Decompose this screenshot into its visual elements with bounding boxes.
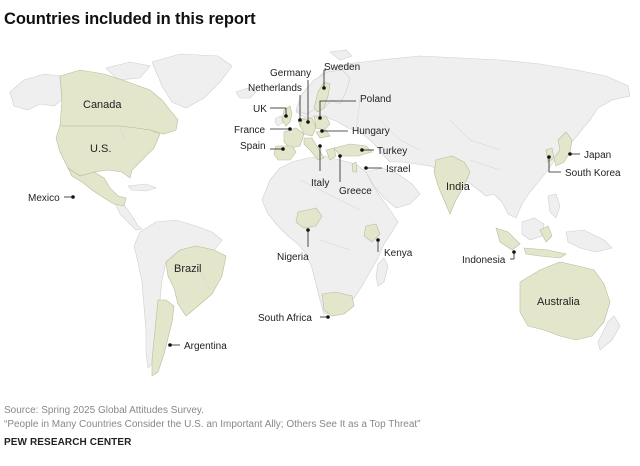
israel-shape bbox=[351, 161, 358, 173]
australia-shape bbox=[519, 261, 611, 341]
south-korea-shape bbox=[545, 147, 555, 163]
label-hungary: Hungary bbox=[352, 126, 390, 137]
label-south-africa: South Africa bbox=[258, 313, 312, 324]
japan-shape bbox=[553, 131, 573, 167]
germany-shape bbox=[299, 117, 317, 137]
france-shape bbox=[283, 127, 305, 149]
japan-dot bbox=[568, 152, 572, 156]
poland-leader bbox=[319, 100, 356, 118]
label-israel: Israel bbox=[386, 164, 410, 175]
label-south-korea: South Korea bbox=[565, 168, 621, 179]
uk-dot bbox=[284, 114, 288, 118]
new-guinea-shape bbox=[565, 229, 613, 253]
argentina-dot bbox=[168, 343, 172, 347]
argentina-shape bbox=[151, 299, 175, 377]
caribbean-shape bbox=[127, 183, 157, 192]
source-note: Source: Spring 2025 Global Attitudes Sur… bbox=[4, 405, 204, 416]
mexico-shape bbox=[67, 167, 127, 207]
world-map: Canada U.S. Mexico Brazil Argentina Germ… bbox=[0, 46, 640, 386]
south-africa-shape bbox=[321, 291, 355, 317]
label-turkey: Turkey bbox=[377, 146, 407, 157]
nigeria-shape bbox=[295, 207, 323, 229]
label-brazil: Brazil bbox=[174, 263, 202, 275]
label-uk: UK bbox=[253, 104, 267, 115]
label-japan: Japan bbox=[584, 150, 611, 161]
label-spain: Spain bbox=[240, 141, 266, 152]
poland-shape bbox=[313, 115, 331, 131]
label-kenya: Kenya bbox=[384, 248, 413, 259]
eurasia-other-shape bbox=[295, 55, 631, 219]
surveyed-countries bbox=[55, 69, 611, 377]
kenya-shape bbox=[363, 223, 381, 243]
sweden-shape bbox=[313, 81, 331, 113]
label-australia: Australia bbox=[537, 296, 581, 308]
label-argentina: Argentina bbox=[184, 341, 227, 352]
israel-dot bbox=[364, 166, 368, 170]
south-africa-dot bbox=[326, 315, 330, 319]
label-italy: Italy bbox=[311, 178, 329, 189]
arabia-shape bbox=[365, 167, 421, 209]
poland-dot bbox=[318, 116, 322, 120]
philippines-shape bbox=[547, 193, 561, 219]
label-germany: Germany bbox=[270, 68, 311, 79]
alaska-shape bbox=[9, 73, 63, 111]
spain-dot bbox=[281, 147, 285, 151]
italy-shape bbox=[303, 137, 325, 161]
central-america-shape bbox=[112, 198, 143, 231]
mexico-dot bbox=[71, 195, 75, 199]
label-poland: Poland bbox=[360, 94, 391, 105]
netherlands-dot bbox=[298, 118, 302, 122]
hungary-dot bbox=[320, 129, 324, 133]
labels: Canada U.S. Mexico Brazil Argentina Germ… bbox=[28, 62, 621, 352]
label-france: France bbox=[234, 125, 266, 136]
greece-shape bbox=[325, 147, 337, 161]
world-map-svg: Canada U.S. Mexico Brazil Argentina Germ… bbox=[9, 49, 631, 377]
label-india: India bbox=[446, 181, 471, 193]
south-korea-dot bbox=[547, 155, 551, 159]
greenland-shape bbox=[151, 53, 233, 109]
south-korea-leader bbox=[548, 157, 561, 173]
label-netherlands: Netherlands bbox=[248, 83, 302, 94]
france-dot bbox=[288, 127, 292, 131]
sweden-leader bbox=[323, 69, 326, 88]
turkey-dot bbox=[360, 148, 364, 152]
germany-dot bbox=[306, 120, 310, 124]
borneo-shape bbox=[521, 217, 545, 241]
label-sweden: Sweden bbox=[324, 62, 360, 73]
label-nigeria: Nigeria bbox=[277, 252, 309, 263]
map-title: Countries included in this report bbox=[4, 10, 256, 28]
iceland-shape bbox=[235, 87, 257, 99]
indonesia-dot bbox=[512, 250, 516, 254]
nigeria-dot bbox=[306, 228, 310, 232]
label-canada: Canada bbox=[83, 99, 122, 111]
svalbard-shape bbox=[329, 49, 353, 61]
borders bbox=[119, 99, 501, 291]
label-us: U.S. bbox=[90, 143, 111, 155]
kenya-dot bbox=[376, 238, 380, 242]
report-title-note: “People in Many Countries Consider the U… bbox=[4, 419, 421, 430]
spain-shape bbox=[273, 145, 297, 161]
india-shape bbox=[433, 155, 471, 215]
indonesia-shape bbox=[495, 225, 567, 259]
greece-dot bbox=[338, 154, 342, 158]
ireland-shape bbox=[274, 115, 284, 127]
label-mexico: Mexico bbox=[28, 193, 60, 204]
italy-dot bbox=[318, 144, 322, 148]
madagascar-shape bbox=[375, 257, 389, 287]
sweden-dot bbox=[322, 86, 326, 90]
label-greece: Greece bbox=[339, 186, 372, 197]
leaders bbox=[64, 69, 580, 347]
brazil-shape bbox=[165, 245, 227, 317]
pew-logo-text: PEW RESEARCH CENTER bbox=[4, 437, 132, 448]
label-indonesia: Indonesia bbox=[462, 255, 506, 266]
border-line bbox=[119, 99, 501, 291]
new-zealand-shape bbox=[597, 315, 621, 351]
